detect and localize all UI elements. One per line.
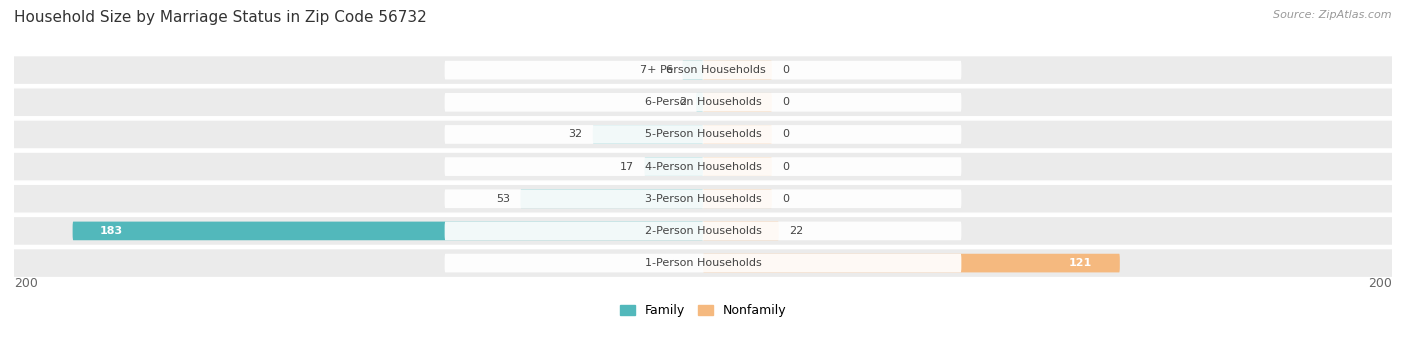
FancyBboxPatch shape <box>73 222 703 240</box>
FancyBboxPatch shape <box>703 61 772 80</box>
Text: 0: 0 <box>782 130 789 139</box>
FancyBboxPatch shape <box>593 125 703 144</box>
FancyBboxPatch shape <box>703 254 1119 272</box>
FancyBboxPatch shape <box>7 152 1399 181</box>
Text: 183: 183 <box>100 226 124 236</box>
Legend: Family, Nonfamily: Family, Nonfamily <box>614 299 792 322</box>
Text: 121: 121 <box>1069 258 1092 268</box>
Text: 17: 17 <box>620 162 634 172</box>
FancyBboxPatch shape <box>644 157 703 176</box>
Text: 4-Person Households: 4-Person Households <box>644 162 762 172</box>
Text: 7+ Person Households: 7+ Person Households <box>640 65 766 75</box>
FancyBboxPatch shape <box>7 56 1399 85</box>
Text: 1-Person Households: 1-Person Households <box>644 258 762 268</box>
FancyBboxPatch shape <box>703 125 772 144</box>
Text: 0: 0 <box>782 97 789 107</box>
Text: Household Size by Marriage Status in Zip Code 56732: Household Size by Marriage Status in Zip… <box>14 10 427 25</box>
Text: 53: 53 <box>496 194 510 204</box>
Text: 0: 0 <box>782 162 789 172</box>
Text: 3-Person Households: 3-Person Households <box>644 194 762 204</box>
FancyBboxPatch shape <box>444 189 962 208</box>
Text: 2: 2 <box>679 97 686 107</box>
FancyBboxPatch shape <box>444 125 962 144</box>
Text: 0: 0 <box>782 65 789 75</box>
Text: Source: ZipAtlas.com: Source: ZipAtlas.com <box>1274 10 1392 20</box>
FancyBboxPatch shape <box>444 222 962 240</box>
FancyBboxPatch shape <box>444 61 962 80</box>
Text: 5-Person Households: 5-Person Households <box>644 130 762 139</box>
FancyBboxPatch shape <box>703 157 772 176</box>
Text: 6-Person Households: 6-Person Households <box>644 97 762 107</box>
FancyBboxPatch shape <box>7 120 1399 149</box>
FancyBboxPatch shape <box>444 254 962 272</box>
FancyBboxPatch shape <box>7 217 1399 245</box>
Text: 200: 200 <box>14 277 38 290</box>
FancyBboxPatch shape <box>703 189 772 208</box>
Text: 0: 0 <box>782 194 789 204</box>
FancyBboxPatch shape <box>682 61 703 80</box>
FancyBboxPatch shape <box>520 189 703 208</box>
FancyBboxPatch shape <box>444 93 962 112</box>
Text: 6: 6 <box>665 65 672 75</box>
Text: 200: 200 <box>1368 277 1392 290</box>
FancyBboxPatch shape <box>7 249 1399 277</box>
FancyBboxPatch shape <box>444 157 962 176</box>
Text: 22: 22 <box>789 226 803 236</box>
Text: 2-Person Households: 2-Person Households <box>644 226 762 236</box>
FancyBboxPatch shape <box>7 184 1399 213</box>
FancyBboxPatch shape <box>7 88 1399 117</box>
FancyBboxPatch shape <box>696 93 703 112</box>
FancyBboxPatch shape <box>703 222 779 240</box>
Text: 32: 32 <box>568 130 582 139</box>
FancyBboxPatch shape <box>703 93 772 112</box>
